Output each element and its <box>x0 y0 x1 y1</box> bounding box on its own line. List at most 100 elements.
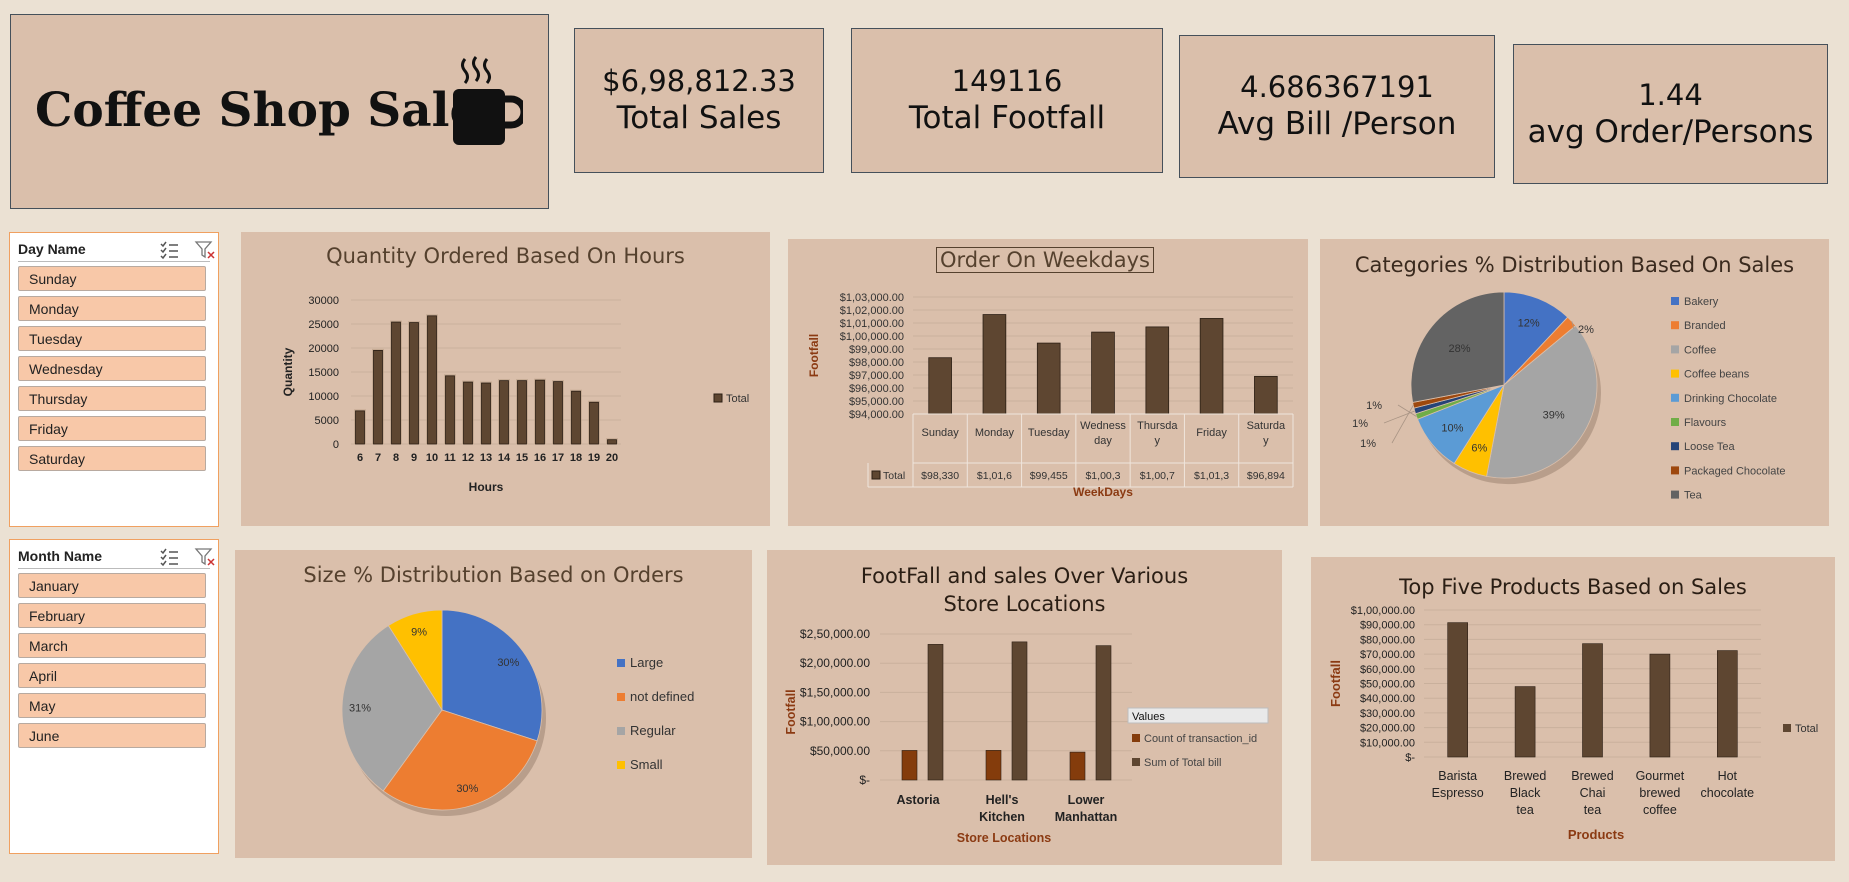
legend-swatch <box>1671 297 1679 305</box>
slicer-item-may[interactable]: May <box>18 693 206 718</box>
bar <box>373 350 383 445</box>
x-tick-label: Thursda <box>1137 420 1178 432</box>
legend-label: Total <box>1795 723 1818 735</box>
y-tick-label: $98,000.00 <box>849 357 904 369</box>
slicer-item-april[interactable]: April <box>18 663 206 688</box>
slice-label: 30% <box>456 783 478 795</box>
leader-line <box>1571 321 1575 330</box>
clear-filter-icon[interactable] <box>194 239 216 261</box>
slicer-item-march[interactable]: March <box>18 633 206 658</box>
x-tick-label: 8 <box>393 452 399 464</box>
y-axis-title: Footfall <box>807 334 821 377</box>
y-tick-label: $1,50,000.00 <box>800 685 870 699</box>
legend-swatch <box>1671 369 1679 378</box>
size-pie-chart: 30% 30% 31% 9% Large not defined Regular Small <box>341 609 694 816</box>
chart-title: Quantity Ordered Based On Hours <box>326 244 685 268</box>
kpi-value: $6,98,812.33 <box>602 64 796 98</box>
clear-filter-icon[interactable] <box>194 546 216 568</box>
legend-swatch <box>1671 418 1679 426</box>
leader-line <box>1397 404 1417 417</box>
page-title: Coffee Shop Sales <box>35 83 506 138</box>
bar <box>535 379 545 445</box>
x-tick-label: 15 <box>516 452 528 464</box>
x-tick-label: y <box>1155 435 1161 447</box>
bar <box>1011 641 1028 781</box>
slice-label: 39% <box>1543 409 1565 421</box>
bar <box>571 390 581 445</box>
legend-swatch <box>713 393 723 403</box>
x-tick-label: Astoria <box>896 793 940 807</box>
bar <box>589 401 599 445</box>
y-tick-label: $30,000.00 <box>1360 708 1415 720</box>
y-axis-title: Footfall <box>784 689 798 734</box>
slicer-item-monday[interactable]: Monday <box>18 296 206 321</box>
chart-title: FootFall and sales Over Various Store Lo… <box>860 564 1189 616</box>
x-tick-label: 7 <box>375 452 381 464</box>
slicer-item-january[interactable]: January <box>18 573 206 598</box>
bar <box>391 321 401 445</box>
x-tick-label: 9 <box>411 452 417 464</box>
bar <box>427 315 437 445</box>
y-tick-label: $80,000.00 <box>1360 634 1415 646</box>
x-tick-label: Brewed <box>1571 769 1613 783</box>
x-tick-label: Chai <box>1580 786 1606 800</box>
multi-select-icon[interactable] <box>158 239 180 261</box>
y-tick-label: $1,00,000.00 <box>840 331 904 343</box>
x-tick-label: chocolate <box>1701 786 1755 800</box>
slicer-item-february[interactable]: February <box>18 603 206 628</box>
stores-chart-panel: FootFall and sales Over Various Store Lo… <box>767 550 1282 865</box>
x-tick-label: Kitchen <box>979 810 1025 824</box>
multi-select-icon[interactable] <box>158 546 180 568</box>
slicer-title: Day Name <box>18 241 86 257</box>
chart-title: Size % Distribution Based on Orders <box>303 563 684 587</box>
y-tick-label: $96,000.00 <box>849 383 904 395</box>
slice-label: 1% <box>1366 400 1382 412</box>
y-tick-label: 25000 <box>308 319 339 331</box>
pie-slice <box>1410 291 1505 403</box>
x-tick-label: Manhattan <box>1055 810 1118 824</box>
y-tick-label: 20000 <box>308 343 339 355</box>
x-tick-label: Espresso <box>1432 786 1484 800</box>
x-axis-title: Products <box>1568 827 1624 842</box>
x-axis-title: Store Locations <box>957 831 1052 845</box>
x-tick-label: Brewed <box>1504 769 1546 783</box>
table-value: $1,01,6 <box>977 470 1012 482</box>
x-tick-label: brewed <box>1639 786 1680 800</box>
legend-label: Coffee beans <box>1684 369 1750 381</box>
legend-label: Loose Tea <box>1684 441 1735 453</box>
weekdays-bar-chart: $94,000.00$95,000.00$96,000.00$97,000.00… <box>807 292 1294 499</box>
y-tick-label: $1,03,000.00 <box>840 292 904 304</box>
slicer-item-sunday[interactable]: Sunday <box>18 266 206 291</box>
legend-swatch <box>617 727 625 735</box>
slicer-item-wednesday[interactable]: Wednesday <box>18 356 206 381</box>
table-value: $1,00,7 <box>1140 470 1175 482</box>
y-tick-label: $40,000.00 <box>1360 693 1415 705</box>
legend-swatch <box>617 659 625 667</box>
y-tick-label: $94,000.00 <box>849 409 904 421</box>
legend-swatch <box>1671 466 1679 475</box>
legend-label: Drinking Chocolate <box>1684 393 1777 405</box>
y-tick-label: $90,000.00 <box>1360 620 1415 632</box>
y-tick-label: $99,000.00 <box>849 344 904 356</box>
bar <box>1254 375 1278 415</box>
slicer-item-friday[interactable]: Friday <box>18 416 206 441</box>
kpi-label: Total Sales <box>616 100 782 137</box>
kpi-avg-order: 1.44 avg Order/Persons <box>1513 44 1828 184</box>
slicer-item-june[interactable]: June <box>18 723 206 748</box>
slicer-item-saturday[interactable]: Saturday <box>18 446 206 471</box>
x-tick-label: 12 <box>462 452 474 464</box>
kpi-label: Total Footfall <box>908 100 1106 137</box>
table-value: $96,894 <box>1247 470 1285 482</box>
bar <box>1649 653 1671 758</box>
slice-label: 2% <box>1578 324 1594 336</box>
slicer-item-tuesday[interactable]: Tuesday <box>18 326 206 351</box>
legend-swatch <box>1132 734 1140 742</box>
slicer-item-thursday[interactable]: Thursday <box>18 386 206 411</box>
kpi-value: 149116 <box>951 64 1063 98</box>
legend-swatch <box>1671 321 1679 330</box>
table-value: $99,455 <box>1030 470 1068 482</box>
x-tick-label: Friday <box>1196 427 1227 439</box>
slice-label: 10% <box>1441 423 1463 435</box>
month-name-slicer: Month Name January February March April … <box>9 539 219 854</box>
bar <box>553 381 563 445</box>
